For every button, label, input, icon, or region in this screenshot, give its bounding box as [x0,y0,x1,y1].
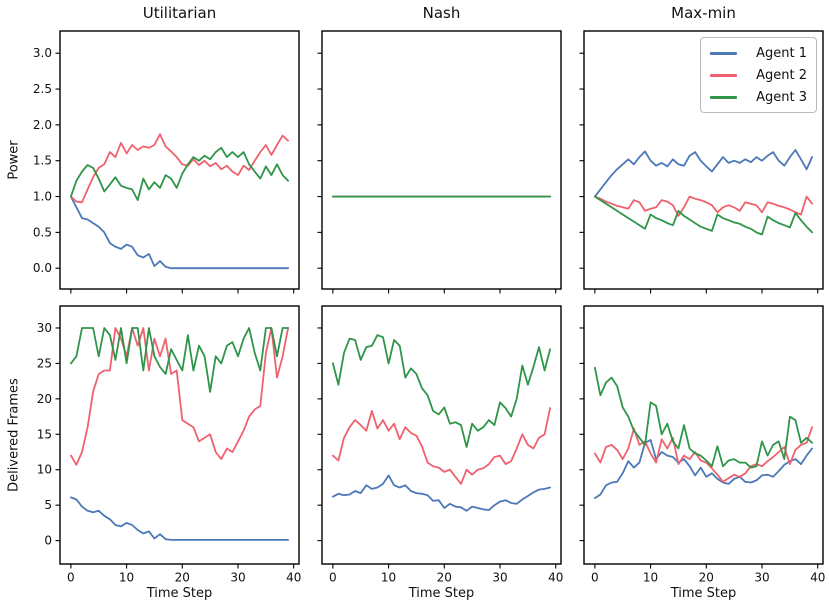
x-axis-label-time-step-2: Time Step [408,586,475,601]
x-tick-label: 0 [591,571,599,585]
x-tick-label: 10 [381,571,396,585]
x-axis-label-time-step-1: Time Step [146,586,213,601]
y-tick-label: 1.5 [33,154,52,168]
y-tick-label: 3.0 [33,46,52,60]
utilitarian-power-plot: 0.0 0.5 1.0 1.5 2.0 2.5 3.0 [33,30,300,294]
y-tick-label: 1.0 [33,190,52,204]
legend-label-agent-3: Agent 3 [756,89,807,105]
subplot-title-utilitarian: Utilitarian [142,4,217,22]
x-tick-label: 0 [329,571,337,585]
utilitarian-frames-plot: 0 10 20 30 40 0 5 10 15 20 25 30 [37,305,301,585]
y-tick-label: 5 [44,498,52,512]
y-tick-label: 25 [37,356,52,370]
y-tick-label: 0 [44,534,52,548]
subplot-title-max-min: Max-min [671,4,736,22]
legend-item-agent-1: Agent 1 [710,44,807,62]
x-tick-label: 20 [437,571,452,585]
series-line-agent-2 [69,327,290,466]
x-tick-label: 10 [119,571,134,585]
series-line-agent-2 [593,426,814,483]
series-line-agent-3 [69,327,290,393]
x-axis-label-time-step-3: Time Step [670,586,737,601]
axes-frame [59,30,300,290]
subplot-title-nash: Nash [422,4,461,22]
series-line-agent-2 [69,133,290,204]
y-tick-label: 2.0 [33,118,52,132]
nash-frames-plot: 0 10 20 30 40 [317,305,563,585]
y-tick-label: 0.0 [33,261,52,275]
legend-item-agent-3: Agent 3 [710,88,807,106]
axes-frame [321,30,562,290]
x-tick-label: 40 [548,571,563,585]
legend-label-agent-1: Agent 1 [756,45,807,61]
series-line-agent-3 [593,195,814,236]
series-line-agent-1 [69,496,290,541]
max-min-power-plot [579,30,824,294]
y-tick-label: 10 [37,463,52,477]
x-tick-label: 10 [643,571,658,585]
legend-line-agent-2-icon [710,73,737,77]
legend-label-agent-2: Agent 2 [756,67,807,83]
axes-frame [59,305,300,565]
axes-frame [583,30,824,290]
x-tick-label: 40 [810,571,825,585]
x-tick-label: 40 [286,571,301,585]
y-axis-label-power: Power [6,140,22,180]
legend: Agent 1 Agent 2 Agent 3 [700,37,817,113]
series-line-agent-3 [331,334,552,448]
legend-line-agent-1-icon [710,51,737,55]
x-tick-label: 20 [699,571,714,585]
x-tick-label: 30 [230,571,245,585]
y-tick-label: 0.5 [33,225,52,239]
y-tick-label: 30 [37,321,52,335]
y-axis-label-delivered-frames: Delivered Frames [6,378,22,492]
y-tick-label: 20 [37,392,52,406]
y-tick-label: 2.5 [33,82,52,96]
max-min-frames-plot: 0 10 20 30 40 [579,305,825,585]
x-tick-label: 20 [175,571,190,585]
series-line-agent-2 [593,195,814,217]
nash-power-plot [317,30,562,294]
series-line-agent-3 [593,366,814,469]
axes-frame [583,305,824,565]
series-line-agent-1 [331,474,552,512]
series-line-agent-3 [69,146,290,202]
series-line-agent-1 [69,195,290,270]
x-tick-label: 30 [754,571,769,585]
series-line-agent-1 [593,149,814,198]
legend-item-agent-2: Agent 2 [710,66,807,84]
axes-frame [321,305,562,565]
y-tick-label: 15 [37,427,52,441]
x-tick-label: 30 [492,571,507,585]
series-line-agent-2 [331,407,552,485]
x-tick-label: 0 [67,571,75,585]
series-line-agent-1 [593,439,814,500]
legend-line-agent-3-icon [710,95,737,99]
